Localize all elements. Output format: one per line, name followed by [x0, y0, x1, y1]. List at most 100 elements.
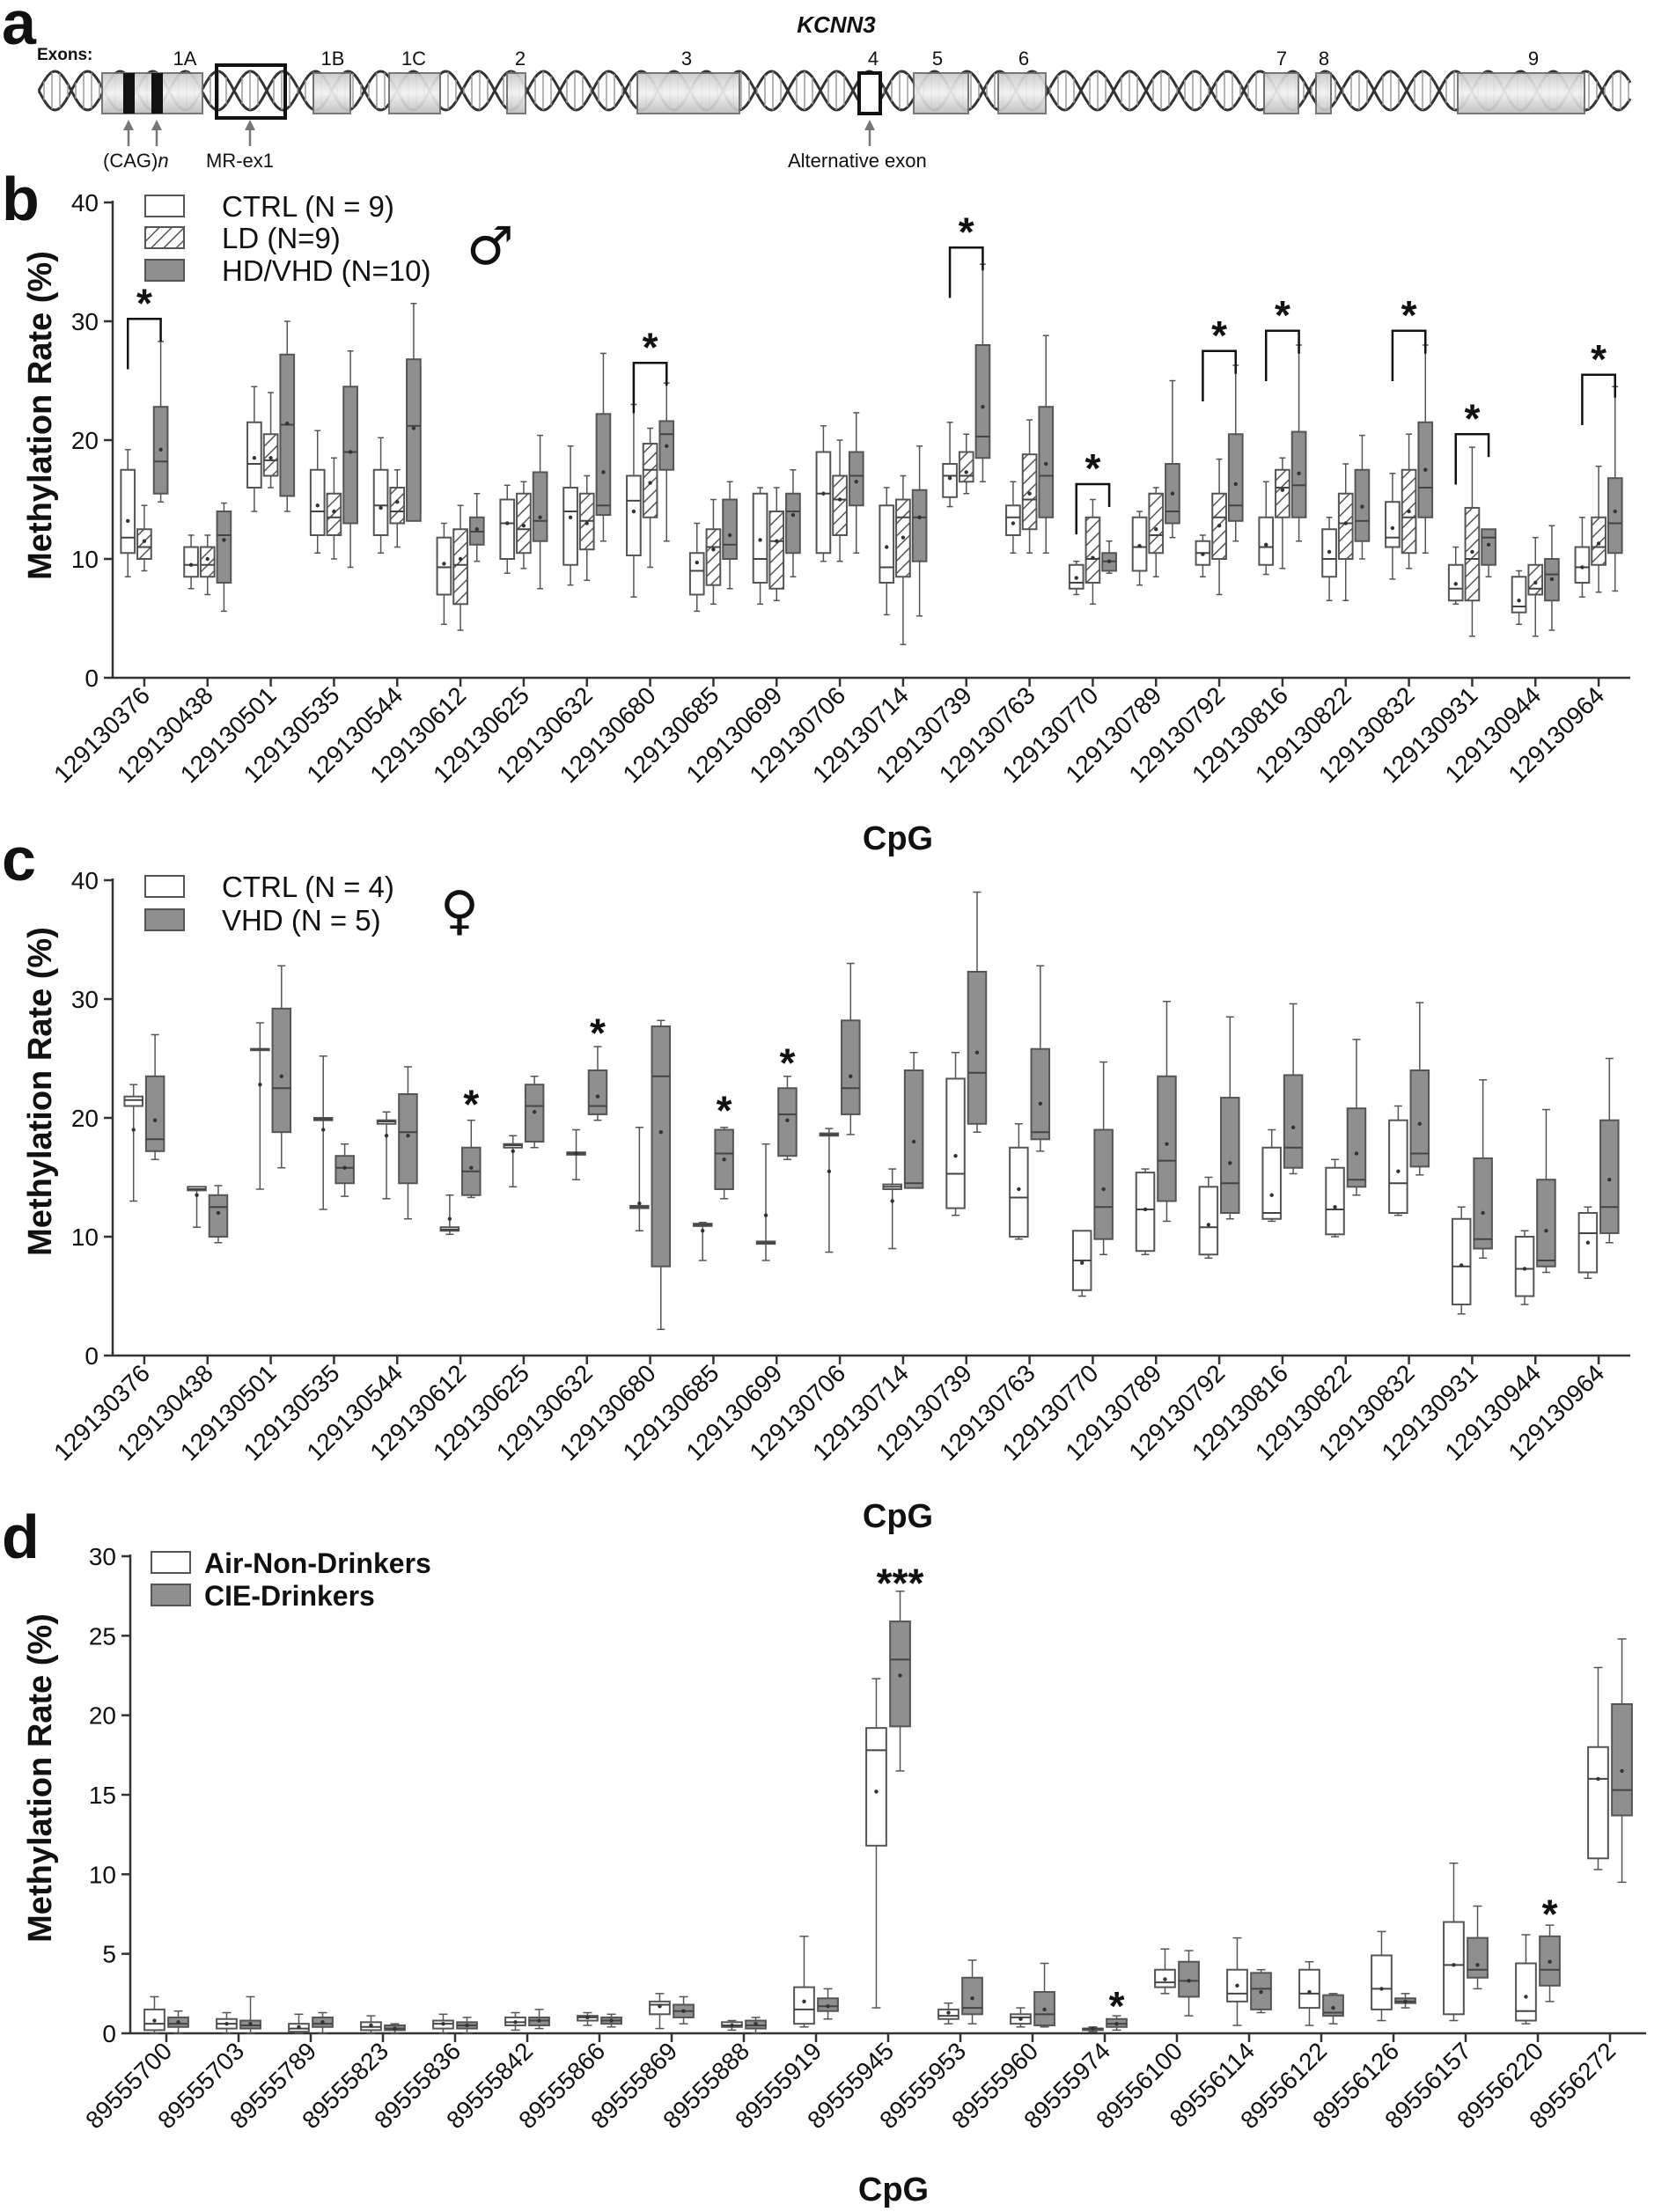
b-ytick-label: 0	[85, 665, 99, 692]
c-box	[1409, 1069, 1430, 1168]
b-mean-point	[917, 515, 922, 519]
exon-label-1B: 1B	[321, 48, 345, 70]
d-mean-point	[1163, 1977, 1167, 1981]
b-mean-point	[1486, 542, 1491, 547]
d-ytick-label: 25	[89, 1622, 116, 1650]
b-box	[958, 451, 974, 483]
exon-label-5: 5	[932, 48, 943, 70]
c-box	[1220, 1097, 1240, 1215]
c-mean-point	[849, 1074, 853, 1078]
c-box	[123, 1095, 143, 1107]
c-mean-point	[1206, 1223, 1211, 1227]
exon-box	[1315, 72, 1332, 114]
b-box	[246, 421, 262, 489]
d-mean-point	[1596, 1776, 1600, 1782]
panel-c-legend: CTRL (N = 4) VHD (N = 5)	[144, 871, 394, 937]
d-mean-point	[369, 2023, 373, 2028]
c-ytick-label: 0	[85, 1342, 99, 1370]
d-mean-point	[248, 2021, 253, 2026]
exon-label-1A: 1A	[173, 48, 197, 70]
c-box	[208, 1194, 229, 1238]
b-significance-star: *	[1401, 292, 1417, 338]
d-mean-point	[970, 1996, 974, 2001]
d-ytick-label: 15	[89, 1782, 116, 1809]
b-box	[626, 474, 642, 556]
b-box	[815, 451, 832, 555]
panel-c-chart: c Methylation Rate (%) CpG CTRL (N = 4) …	[2, 825, 1630, 1535]
d-mean-point	[441, 2021, 445, 2026]
b-box	[1227, 433, 1244, 522]
b-mean-point	[854, 480, 858, 484]
b-box	[120, 468, 136, 555]
c-box	[1473, 1157, 1493, 1250]
b-box	[1574, 546, 1591, 584]
c-significance-star: *	[780, 1040, 796, 1085]
b-mean-point	[1390, 525, 1395, 531]
b-box	[499, 498, 516, 560]
b-box	[216, 511, 232, 584]
c-mean-point	[406, 1134, 410, 1138]
b-mean-point	[158, 447, 163, 452]
b-mean-point	[1343, 521, 1348, 525]
c-mean-point	[279, 1074, 283, 1078]
d-mean-point	[1187, 1979, 1191, 1983]
b-significance-star: *	[136, 280, 152, 326]
d-mean-point	[297, 2025, 301, 2029]
legend-label-ctrl: CTRL (N = 9)	[222, 190, 394, 223]
b-box	[389, 487, 406, 525]
b-mean-point	[126, 518, 130, 523]
b-box	[262, 433, 279, 477]
c-box	[1157, 1075, 1177, 1202]
d-mean-point	[658, 2004, 662, 2009]
b-significance-star: *	[1464, 395, 1480, 441]
d-box	[1322, 1994, 1344, 2017]
exon-boxes: 1A 1B 1C 2 3 4 5 6 7 8 9	[101, 48, 1585, 146]
b-mean-point	[1596, 541, 1601, 546]
b-mean-point	[695, 560, 699, 565]
exon-label-3: 3	[681, 48, 692, 70]
d-mean-point	[320, 2020, 325, 2025]
b-significance-star: *	[1211, 312, 1227, 358]
b-mean-point	[379, 505, 383, 511]
c-mean-point	[321, 1128, 326, 1132]
d-mean-point	[754, 2021, 758, 2026]
d-significance-star: *	[1109, 1983, 1125, 2029]
panel-a-gene-diagram: a KCNN3 Exons: 1A 1B 1C 2 3 4 5 6 7 8 9 (CAG)n MR-…	[2, 0, 1632, 172]
b-box	[595, 413, 612, 517]
b-box	[342, 386, 358, 525]
exon-box	[312, 72, 351, 114]
b-mean-point	[538, 515, 542, 519]
c-ytick-label: 40	[71, 867, 99, 894]
b-mean-point	[775, 539, 779, 543]
b-box	[911, 489, 928, 562]
c-mean-point	[1038, 1101, 1042, 1106]
b-significance-bracket	[1264, 329, 1300, 381]
c-mean-point	[785, 1118, 790, 1122]
exon-box	[1457, 72, 1585, 114]
b-mean-point	[1549, 577, 1555, 582]
c-mean-point	[1080, 1260, 1084, 1265]
mr-ex1-box	[215, 63, 287, 120]
b-mean-point	[665, 444, 669, 448]
b-mean-point	[821, 491, 826, 496]
c-box	[1009, 1146, 1029, 1238]
legend-label-ld: LD (N=9)	[222, 222, 341, 254]
c-box	[1599, 1119, 1620, 1234]
d-mean-point	[1018, 2017, 1023, 2021]
dna-helix	[37, 70, 1632, 112]
b-mean-point	[1011, 521, 1016, 525]
b-mean-point	[142, 539, 147, 543]
c-significance-star: *	[590, 1010, 606, 1056]
legend-label-air: Air-Non-Drinkers	[204, 1547, 431, 1579]
c-mean-point	[763, 1213, 768, 1217]
c-mean-point	[152, 1118, 158, 1122]
panel-c-xlabel: CpG	[863, 1498, 933, 1535]
c-box	[1451, 1217, 1472, 1305]
b-significance-star: *	[959, 209, 974, 254]
d-mean-point	[513, 2020, 518, 2025]
d-mean-point	[1524, 1995, 1528, 1999]
exon-label-8: 8	[1319, 48, 1329, 70]
b-significance-bracket	[1075, 482, 1111, 535]
d-mean-point	[730, 2023, 734, 2028]
panel-c-letter: c	[2, 825, 36, 893]
